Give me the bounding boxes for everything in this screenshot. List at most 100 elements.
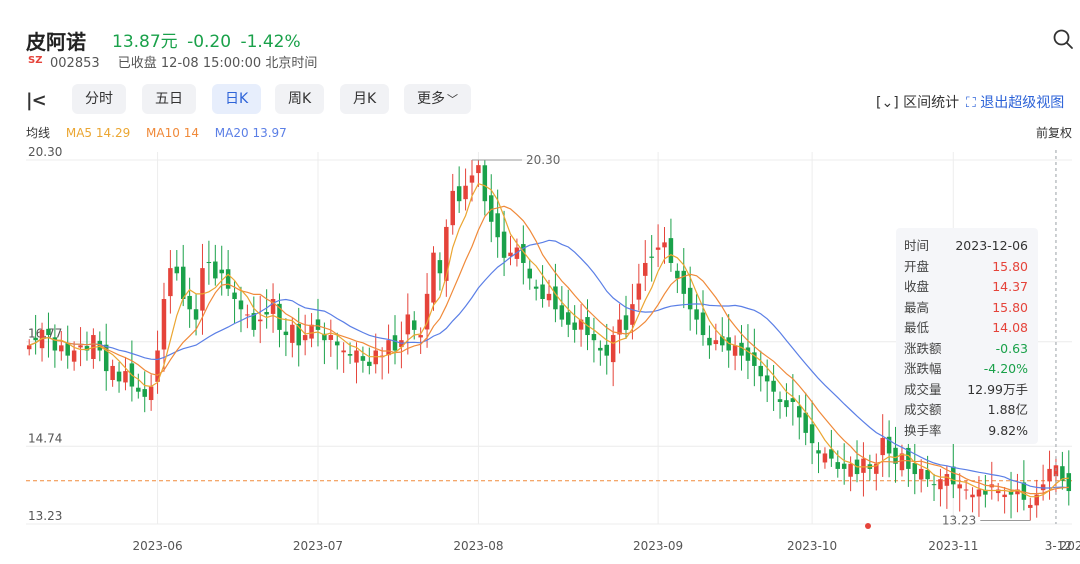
tab-more[interactable]: 更多 ﹀ (404, 84, 471, 114)
candle-body (245, 314, 250, 316)
search-icon[interactable] (1052, 28, 1074, 50)
tooltip-row: 成交量 12.99万手 (904, 380, 1028, 400)
tooltip-key: 涨跌幅 (904, 361, 942, 376)
candle-body (675, 270, 680, 279)
tab-intraday[interactable]: 分时 (72, 84, 126, 114)
price-change: -0.20 (187, 32, 232, 52)
tab-monthly-k[interactable]: 月K (340, 84, 390, 114)
candle-body (649, 256, 654, 258)
ma10-line (28, 205, 1069, 495)
candle-body (636, 283, 642, 300)
candle-body (136, 387, 141, 392)
candle-body (283, 331, 289, 336)
tooltip-key: 成交额 (904, 402, 942, 417)
kline-chart[interactable]: 20.30 16.77 14.74 13.23 2023-06 2023-07 2023-0… (0, 140, 1080, 564)
candle-body (476, 165, 481, 174)
candle-body (700, 312, 706, 336)
candle-body (764, 375, 770, 382)
tooltip-value: 14.08 (992, 320, 1028, 335)
range-stats-button[interactable]: [⌄] 区间统计 (876, 92, 959, 112)
tab-daily-k[interactable]: 日K (212, 84, 262, 114)
candle-body (912, 463, 918, 475)
candle-body (277, 303, 282, 330)
candle-body (123, 371, 128, 383)
candle-body (84, 346, 90, 351)
candle-body (1047, 468, 1052, 482)
candle-body (424, 293, 430, 330)
candle-body (918, 468, 924, 480)
x-tick-label: 2023-12-06 (1060, 539, 1080, 553)
candle-body (1015, 489, 1020, 495)
candle-body (386, 340, 391, 356)
tooltip-value: 14.37 (992, 279, 1028, 294)
x-tick-label: 3-12 (1045, 539, 1072, 553)
candle-body (219, 269, 224, 274)
exit-super-view-button[interactable]: ⛶ 退出超级视图 (966, 92, 1064, 112)
candle-body (822, 453, 828, 463)
x-tick-label: 2023-09 (633, 539, 683, 553)
candle-body (540, 284, 545, 300)
candle-body (264, 312, 269, 315)
price-adjust-toggle[interactable]: 前复权 (1035, 126, 1072, 140)
last-price: 13.87元 (112, 32, 178, 52)
event-dot (865, 523, 871, 529)
tab-weekly-k[interactable]: 周K (275, 84, 325, 114)
tab-label: 分时 (85, 91, 113, 107)
candle-body (572, 322, 577, 330)
candle-body (829, 449, 834, 459)
tooltip-value: 15.80 (992, 258, 1028, 274)
candle-body (739, 342, 744, 356)
candle-body (373, 350, 378, 365)
candle-body (213, 261, 218, 279)
tab-label: 日K (225, 91, 249, 107)
candle-body (938, 479, 943, 490)
candle-body (59, 345, 64, 352)
candle-body (110, 365, 115, 381)
candle-body (893, 447, 898, 464)
candle-body (488, 195, 494, 222)
candle-body (732, 345, 738, 356)
tooltip-row: 成交额 1.88亿 (904, 400, 1028, 420)
candle-body (482, 165, 488, 202)
tooltip-row: 时间 2023-12-06 (904, 236, 1028, 256)
candle-body (392, 335, 398, 351)
y-tick-label: 20.30 (28, 145, 62, 159)
candle-body (874, 463, 879, 474)
candle-body (925, 469, 930, 480)
x-tick-label: 2023-06 (132, 539, 182, 553)
candle-body (450, 190, 455, 226)
close-status: 已收盘 12-08 15:00:00 北京时间 (117, 56, 318, 71)
candle-body (886, 436, 892, 454)
tab-five-day[interactable]: 五日 (142, 84, 196, 114)
candle-body (200, 268, 205, 311)
candle-body (1002, 494, 1007, 498)
tooltip-key: 换手率 (904, 422, 942, 438)
x-tick-label: 2023-07 (293, 539, 343, 553)
price-change-pct: -1.42% (240, 32, 301, 52)
candle-body (944, 474, 950, 486)
candle-body (662, 242, 667, 248)
candle-body (347, 354, 353, 356)
candle-body (168, 268, 173, 297)
candle-body (495, 213, 500, 238)
ma20-value: MA20 13.97 (214, 126, 287, 140)
candle-body (668, 238, 674, 263)
ma10-value: MA10 14 (146, 126, 199, 140)
range-stats-icon: [⌄] (876, 95, 899, 111)
tooltip-key: 涨跌额 (904, 340, 942, 356)
candle-body (591, 334, 597, 341)
candle-body (970, 494, 975, 498)
tooltip-value: -4.20% (983, 361, 1028, 376)
candle-body (354, 350, 359, 363)
candle-body (52, 337, 58, 351)
candle-body (46, 328, 51, 336)
candle-body (508, 252, 513, 257)
candle-body (598, 347, 603, 351)
tooltip-key: 收盘 (904, 279, 930, 294)
candle-body (790, 398, 796, 402)
candle-body (469, 175, 475, 183)
candle-body (360, 356, 366, 361)
sidebar-toggle-icon[interactable]: |< (26, 90, 47, 111)
candle-body (983, 489, 988, 495)
tooltip-row: 收盘 14.37 (904, 277, 1028, 297)
